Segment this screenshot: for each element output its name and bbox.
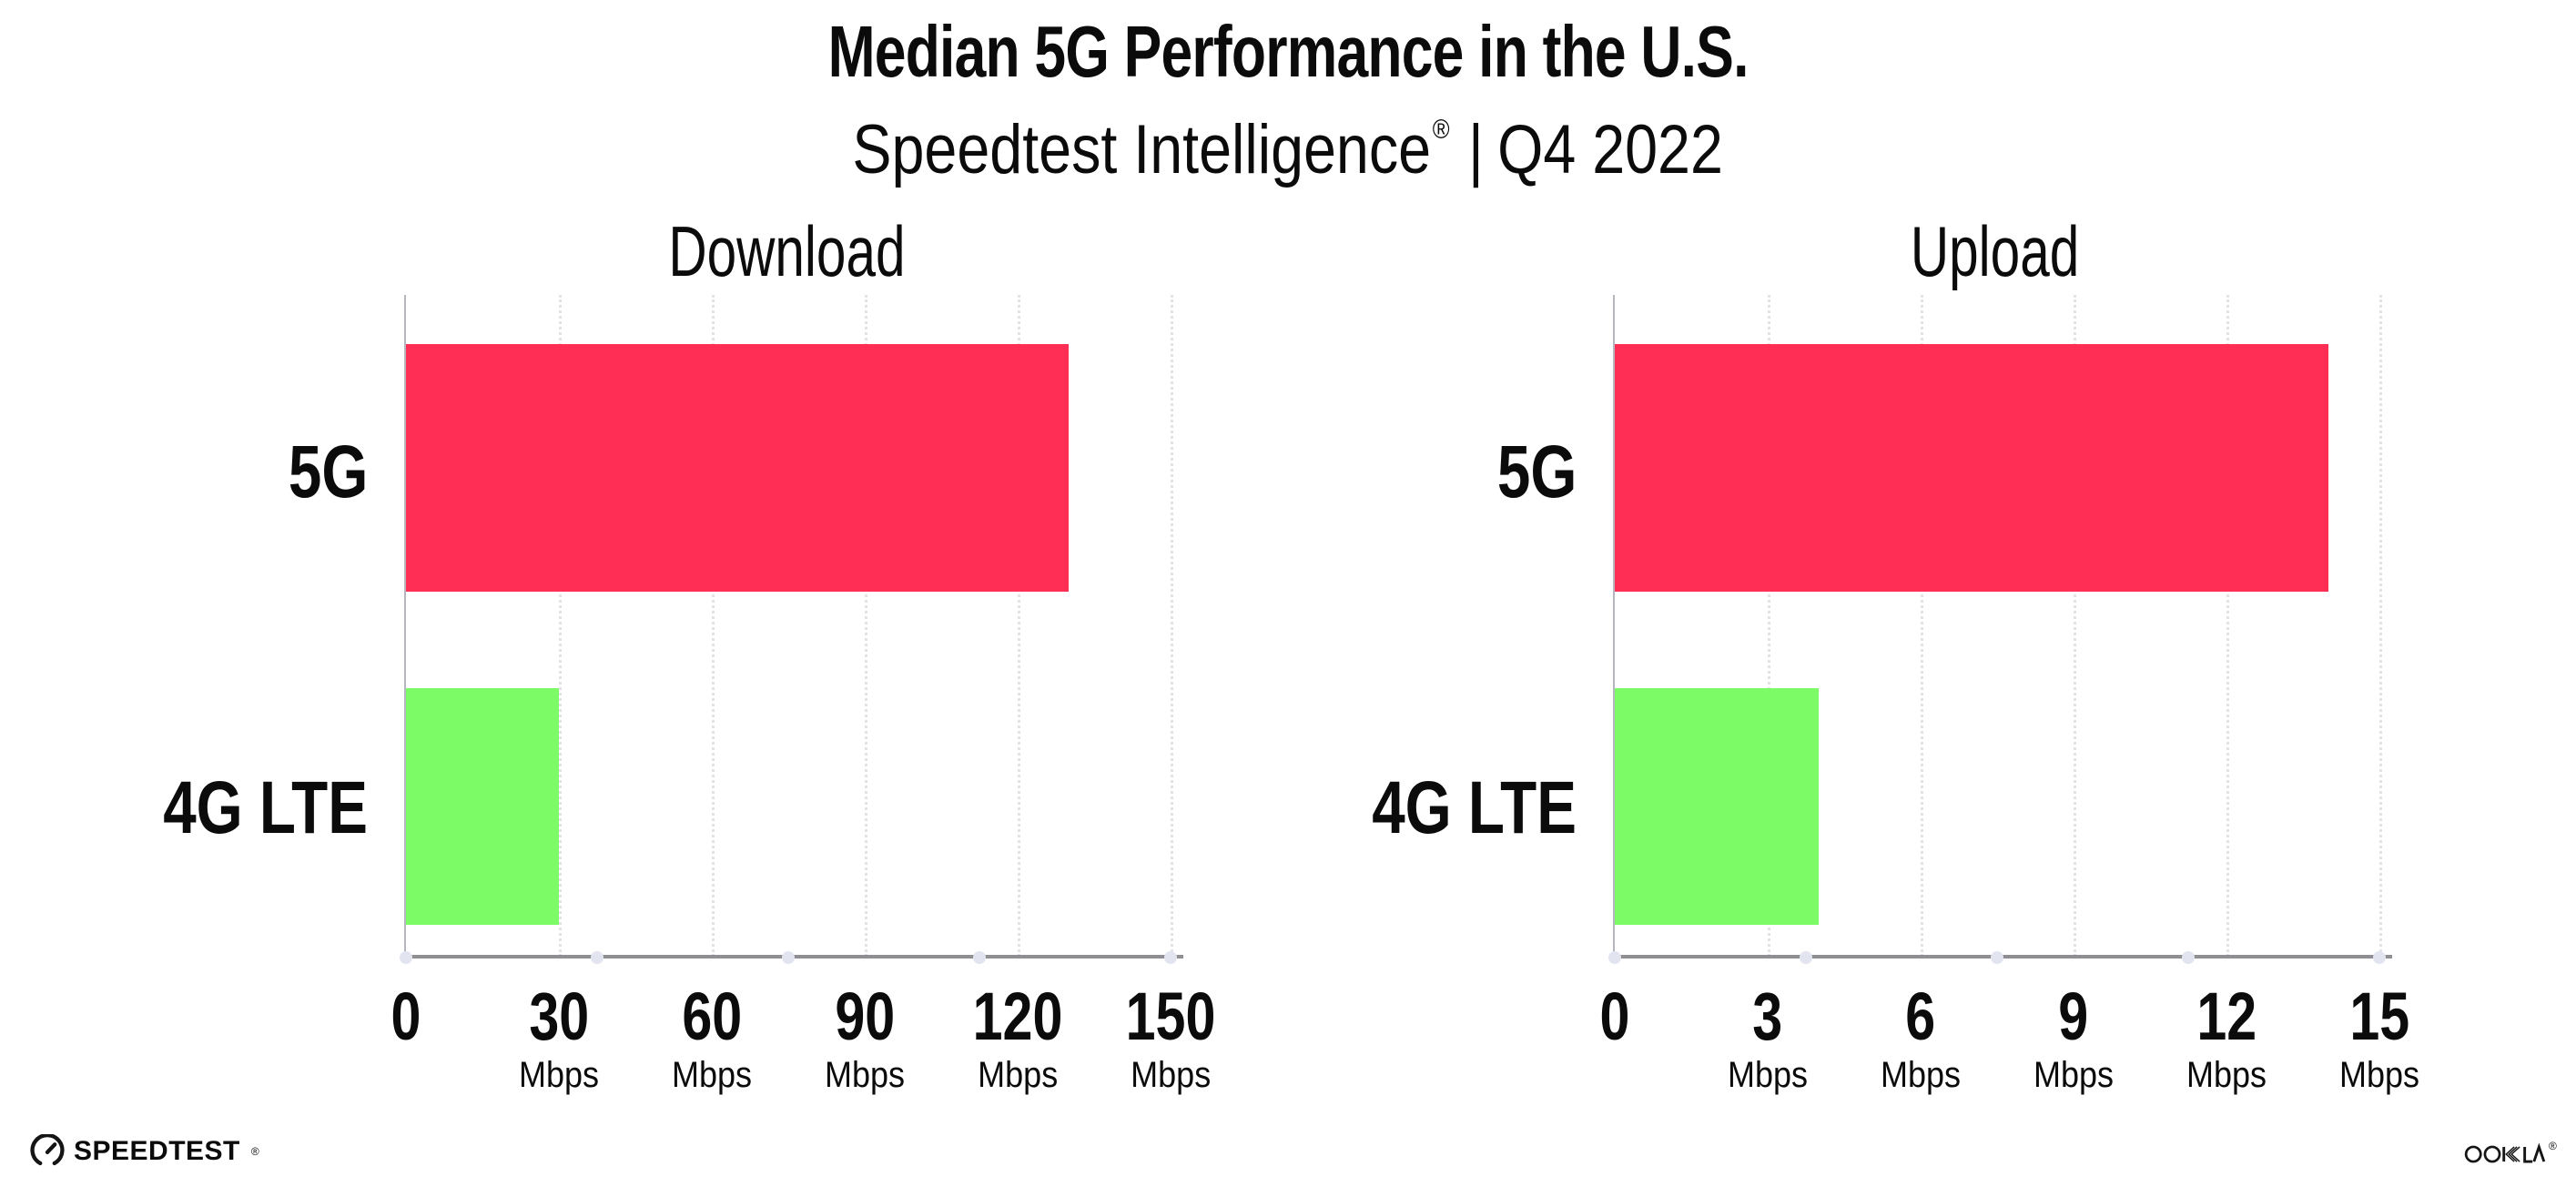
x-tick-number: 30	[529, 979, 589, 1054]
x-tick-unit: Mbps	[2186, 1055, 2267, 1095]
speedtest-gauge-icon	[30, 1134, 65, 1169]
x-tick-label: 9 Mbps	[2029, 979, 2118, 1095]
axis-tick-dot	[591, 951, 603, 964]
x-tick-unit: Mbps	[2033, 1055, 2115, 1095]
subtitle-brand: Speedtest Intelligence	[852, 111, 1432, 188]
page-subtitle: Speedtest Intelligence® | Q4 2022	[0, 91, 2576, 189]
axis-tick-dot	[1608, 951, 1621, 964]
axis-tick-dot	[1800, 951, 1812, 964]
axis-tick-dot	[973, 951, 986, 964]
category-label-5g: 5G	[1496, 431, 1577, 513]
registered-mark: ®	[250, 1145, 259, 1158]
x-gridline	[2074, 295, 2076, 957]
x-gridline	[2226, 295, 2229, 957]
bar	[406, 344, 1069, 592]
x-tick-number: 12	[2196, 979, 2257, 1054]
x-tick-label: 120 Mbps	[961, 979, 1073, 1095]
axis-tick-dot	[1991, 951, 2003, 964]
x-tick-number: 60	[682, 979, 742, 1054]
subtitle-separator: |	[1468, 111, 1485, 188]
bar	[1615, 688, 1819, 925]
x-tick-number: 0	[1599, 979, 1630, 1054]
x-gridline	[712, 295, 715, 957]
x-tick-label: 12 Mbps	[2182, 979, 2271, 1095]
x-tick-number: 90	[835, 979, 895, 1054]
bar	[1615, 344, 2328, 592]
ookla-logo: ®	[2463, 1140, 2557, 1167]
axis-tick-dot	[2182, 951, 2195, 964]
x-tick-number: 150	[1125, 979, 1216, 1054]
speedtest-wordmark: SPEEDTEST	[74, 1136, 240, 1166]
axis-tick-dot	[782, 951, 795, 964]
category-label-4g-lte: 4G LTE	[163, 766, 368, 849]
x-tick-label: 3 Mbps	[1723, 979, 1812, 1095]
speedtest-logo: SPEEDTEST ®	[30, 1134, 259, 1169]
x-tick-number: 9	[2058, 979, 2089, 1054]
x-tick-label: 15 Mbps	[2335, 979, 2424, 1095]
x-gridline	[559, 295, 562, 957]
x-tick-unit: Mbps	[518, 1055, 600, 1095]
axis-tick-dot	[2373, 951, 2386, 964]
x-tick-number: 15	[2349, 979, 2409, 1054]
subtitle-period: Q4 2022	[1497, 111, 1724, 188]
category-label-5g: 5G	[288, 431, 368, 513]
axis-tick-dot	[1164, 951, 1177, 964]
x-tick-label: 30 Mbps	[514, 979, 603, 1095]
x-gridline	[2379, 295, 2382, 957]
category-label-4g-lte: 4G LTE	[1372, 766, 1577, 849]
page-title: Median 5G Performance in the U.S.	[827, 11, 1749, 92]
x-tick-unit: Mbps	[977, 1055, 1059, 1095]
plot-area: 0 30 Mbps 60 Mbps 90 Mbps 120 Mbps 150 Mbps	[391, 295, 1215, 1093]
x-tick-label: 0	[1596, 979, 1633, 1054]
x-tick-number: 0	[390, 979, 421, 1054]
x-gridline	[865, 295, 867, 957]
x-tick-label: 6 Mbps	[1876, 979, 1965, 1095]
x-tick-unit: Mbps	[1727, 1055, 1809, 1095]
x-tick-unit: Mbps	[2338, 1055, 2420, 1095]
x-gridline	[1018, 295, 1020, 957]
ookla-wordmark-icon	[2463, 1141, 2547, 1167]
x-gridline	[1171, 295, 1173, 957]
panel-title-download: Download	[667, 211, 906, 291]
x-tick-label: 60 Mbps	[667, 979, 756, 1095]
x-tick-label: 90 Mbps	[820, 979, 909, 1095]
panel-title-upload: Upload	[1911, 211, 2080, 291]
x-tick-number: 3	[1752, 979, 1783, 1054]
x-tick-label: 150 Mbps	[1114, 979, 1226, 1095]
x-gridline	[1921, 295, 1923, 957]
x-tick-unit: Mbps	[1130, 1055, 1212, 1095]
x-tick-unit: Mbps	[824, 1055, 906, 1095]
registered-mark: ®	[2549, 1140, 2557, 1152]
x-tick-number: 6	[1905, 979, 1936, 1054]
x-gridline	[1768, 295, 1770, 957]
x-tick-label: 0	[387, 979, 424, 1054]
x-tick-unit: Mbps	[671, 1055, 753, 1095]
plot-area: 0 3 Mbps 6 Mbps 9 Mbps 12 Mbps 15 Mbps	[1600, 295, 2419, 1093]
x-tick-number: 120	[972, 979, 1063, 1054]
bar	[406, 688, 559, 925]
registered-mark: ®	[1433, 115, 1450, 145]
x-tick-unit: Mbps	[1880, 1055, 1962, 1095]
axis-tick-dot	[400, 951, 412, 964]
